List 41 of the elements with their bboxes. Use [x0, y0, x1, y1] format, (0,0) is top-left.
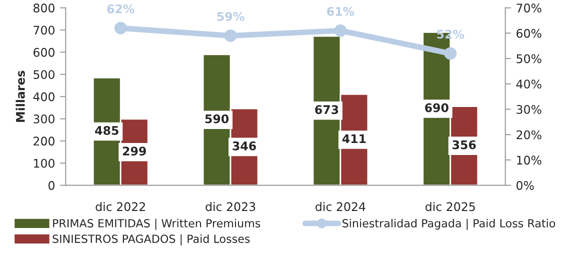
- data-label: 690: [425, 103, 448, 112]
- y-tick-label: 0: [48, 181, 54, 190]
- data-label: 346: [232, 141, 256, 150]
- x-tick-label: dic 2025: [425, 202, 475, 212]
- data-label: 299: [122, 146, 146, 156]
- legend-label: PRIMAS EMITIDAS | Written Premiums: [53, 218, 260, 230]
- data-label: 411: [342, 134, 366, 143]
- point: [224, 29, 237, 42]
- data-label: 59%: [217, 12, 244, 21]
- x-tick-label: dic 2023: [206, 202, 256, 212]
- data-label: 590: [205, 114, 229, 124]
- y2-tick-label: 60%: [516, 28, 542, 38]
- y-tick-label: 100: [34, 158, 54, 168]
- x-tick-label: dic 2024: [316, 202, 366, 212]
- point: [334, 24, 347, 37]
- y-tick-label: 400: [33, 92, 54, 102]
- y-tick-label: 500: [34, 70, 54, 80]
- y2-tick-label: 20%: [516, 130, 542, 140]
- y2-tick-label: 40%: [516, 80, 542, 89]
- y-tick-label: 800: [34, 4, 54, 12]
- y2-tick-label: 50%: [516, 54, 542, 64]
- y2-tick-label: 30%: [516, 104, 542, 114]
- legend-label: SINIESTROS PAGADOS | Paid Losses: [52, 234, 250, 246]
- y2-tick-label: 0%: [516, 181, 534, 190]
- point: [114, 22, 127, 34]
- x-tick-label: dic 2022: [96, 202, 145, 212]
- y2-tick-label: 10%: [517, 156, 542, 165]
- point: [444, 47, 457, 60]
- data-label: 62%: [107, 4, 134, 14]
- y-tick-label: 200: [34, 136, 54, 146]
- data-label: 673: [315, 105, 338, 114]
- data-label: 356: [452, 140, 476, 150]
- y-tick-label: 600: [34, 48, 54, 57]
- data-label: 52%: [437, 30, 464, 39]
- legend-label: Siniestralidad Pagada | Paid Loss Ratio: [342, 218, 556, 230]
- y-tick-label: 700: [34, 26, 54, 35]
- y-axis-title: Millares: [16, 70, 25, 122]
- y2-tick-label: 70%: [516, 4, 542, 12]
- data-label: 485: [95, 126, 118, 135]
- data-label: 61%: [327, 6, 354, 16]
- y-tick-label: 300: [34, 114, 54, 124]
